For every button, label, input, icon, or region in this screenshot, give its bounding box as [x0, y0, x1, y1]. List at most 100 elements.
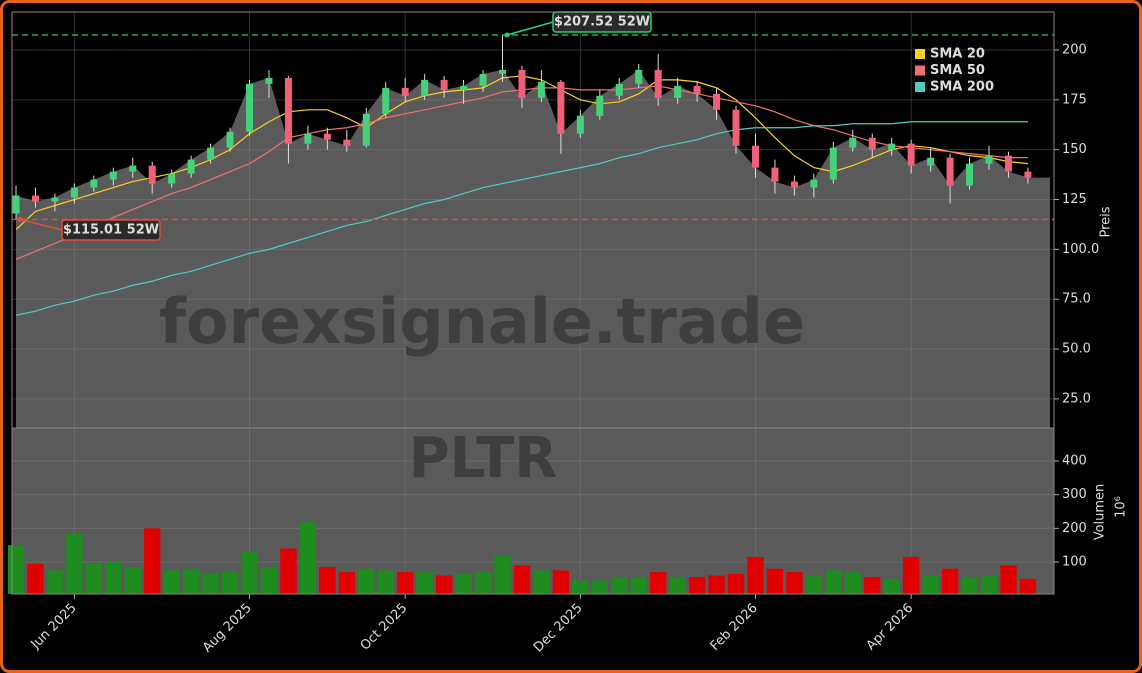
candle-body: [207, 147, 215, 160]
volume-bar: [319, 567, 336, 594]
volume-bar: [766, 568, 784, 594]
volume-bar: [7, 545, 25, 594]
volume-bar: [650, 572, 667, 594]
volume-border: [11, 427, 1055, 595]
y-tick-label: 400: [1062, 453, 1087, 468]
candle-body: [751, 145, 759, 168]
candle-body: [382, 87, 390, 114]
candle-body: [693, 85, 701, 94]
volume-bar: [825, 570, 842, 594]
candle-body: [304, 133, 312, 144]
volume-bar: [980, 575, 998, 594]
volume-bar: [572, 580, 589, 594]
symbol-watermark: PLTR: [409, 426, 558, 491]
volume-bar: [260, 567, 278, 594]
candle-body: [499, 69, 506, 74]
volume-bar: [669, 577, 686, 594]
candle-body: [537, 81, 545, 98]
volume-bar: [435, 575, 453, 594]
volume-bar: [611, 577, 628, 594]
candle-body: [460, 85, 468, 90]
volume-bar: [941, 568, 959, 594]
candle-body: [946, 157, 954, 186]
volume-bar: [144, 528, 161, 594]
volume-bar: [786, 572, 803, 594]
volume-bar: [338, 572, 355, 594]
annotation-label: $115.01 52W: [63, 223, 159, 238]
candle-body: [51, 197, 59, 202]
volume-bar: [377, 570, 394, 594]
volume-bar: [163, 570, 180, 594]
candle-body: [1024, 171, 1032, 178]
candle-body: [557, 81, 565, 134]
volume-bar: [883, 578, 900, 594]
candle-body: [674, 85, 682, 98]
volume-offset: 10⁶: [1114, 496, 1129, 518]
volume-bar: [455, 573, 472, 594]
y-tick-label: 200: [1062, 42, 1087, 57]
candle-body: [226, 131, 234, 148]
y-tick-label: 100: [1062, 555, 1087, 570]
candle-body: [362, 113, 370, 146]
arrow-head: [504, 32, 510, 38]
volume-bar: [280, 548, 297, 594]
sma-line: [15, 121, 1028, 316]
legend-swatch: [915, 49, 925, 59]
y-tick-label: 200: [1062, 521, 1087, 536]
candle-body: [907, 143, 915, 166]
candle-body: [985, 155, 993, 164]
volume-bar: [27, 563, 44, 594]
candle-body: [401, 87, 409, 96]
volume-panel: [12, 428, 1054, 594]
y-axis-label: Preis: [1099, 206, 1114, 237]
plot-layer: 25.0 50.0 75.0 100.0 125 150 175 200 100 200 300 40…: [7, 11, 1099, 656]
volume-bar: [66, 533, 83, 594]
volume-bar: [105, 562, 122, 594]
candle-body: [771, 167, 779, 182]
candle-body: [343, 139, 351, 146]
y-tick-label: 25.0: [1062, 391, 1091, 406]
candle-body: [888, 143, 896, 150]
volume-bar: [221, 572, 239, 594]
candle-body: [518, 69, 526, 98]
volume-bar: [708, 575, 725, 594]
volume-bar: [299, 521, 317, 594]
volume-bar: [688, 577, 706, 594]
candle-body: [829, 147, 837, 180]
volume-bar: [46, 570, 64, 594]
candle-body: [12, 195, 20, 214]
volume-bar: [961, 577, 978, 594]
volume-bar: [630, 577, 647, 594]
candle-body: [635, 69, 643, 84]
candle-body: [148, 165, 156, 184]
candle-body: [168, 173, 176, 184]
volume-bar: [182, 568, 200, 594]
y-tick-label: 150: [1062, 142, 1087, 157]
candle-body: [868, 137, 876, 150]
annotation-arrow: [506, 21, 554, 36]
volume-bar: [1019, 578, 1037, 594]
candle-body: [90, 179, 98, 188]
volume-bar: [864, 577, 881, 594]
volume-bar: [844, 572, 861, 594]
legend-swatch: [915, 82, 925, 92]
price-area: [16, 69, 1050, 428]
y-tick-label: 175: [1062, 92, 1087, 107]
volume-bar: [922, 575, 939, 594]
candle-body: [323, 133, 331, 140]
candle-body: [440, 79, 448, 90]
annotation-label: $207.52 52W: [554, 15, 650, 30]
candle-body: [790, 181, 798, 188]
candle-body: [129, 165, 137, 172]
volume-bar: [241, 551, 258, 594]
legend-label: SMA 20: [930, 47, 985, 62]
legend-label: SMA 50: [930, 63, 985, 78]
candle-body: [70, 187, 78, 198]
candle-body: [109, 171, 117, 180]
candle-body: [654, 69, 662, 98]
volume-bar: [85, 563, 103, 594]
y-tick-label: 125: [1062, 192, 1087, 207]
volume-bar: [202, 573, 219, 594]
watermark: forexsignale.trade: [159, 285, 805, 358]
volume-bar: [805, 575, 823, 594]
